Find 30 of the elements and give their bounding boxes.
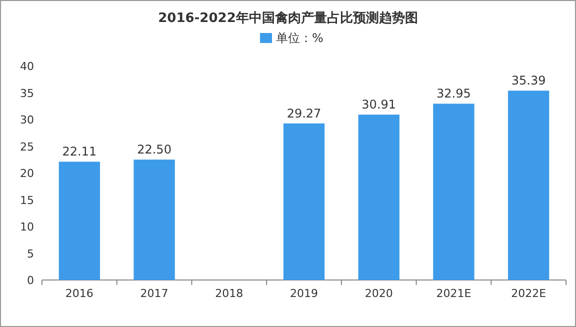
bar <box>58 162 100 280</box>
x-tick-label: 2016 <box>65 287 94 300</box>
y-tick-label: 30 <box>20 114 34 126</box>
data-label: 22.11 <box>62 144 97 159</box>
y-tick-label: 0 <box>27 274 34 287</box>
legend-label: 单位：% <box>276 31 324 45</box>
y-tick-label: 40 <box>20 60 34 73</box>
x-tick-label: 2022E <box>511 287 546 300</box>
y-tick-label: 20 <box>20 167 34 180</box>
data-label: 29.27 <box>286 106 322 120</box>
bar <box>283 123 325 280</box>
data-label: 32.95 <box>436 86 471 101</box>
bar <box>358 114 400 280</box>
y-tick-label: 35 <box>20 86 34 100</box>
x-tick-label: 2019 <box>290 287 318 300</box>
bar <box>134 160 175 280</box>
chart-title: 2016-2022年中国禽肉产量占比预测趋势图 <box>158 10 418 26</box>
y-tick-label: 10 <box>20 220 34 234</box>
bar <box>508 90 550 280</box>
data-label: 30.91 <box>362 98 396 112</box>
x-tick-label: 2017 <box>140 287 168 300</box>
y-tick-label: 25 <box>20 140 34 154</box>
y-tick-label: 5 <box>27 247 34 260</box>
data-label: 22.50 <box>137 142 172 157</box>
y-tick-label: 15 <box>20 194 34 207</box>
x-tick-label: 2021E <box>436 287 472 300</box>
bar <box>433 104 474 280</box>
data-label: 35.39 <box>511 74 546 88</box>
x-tick-label: 2020 <box>364 287 393 300</box>
x-tick-label: 2018 <box>215 287 244 300</box>
